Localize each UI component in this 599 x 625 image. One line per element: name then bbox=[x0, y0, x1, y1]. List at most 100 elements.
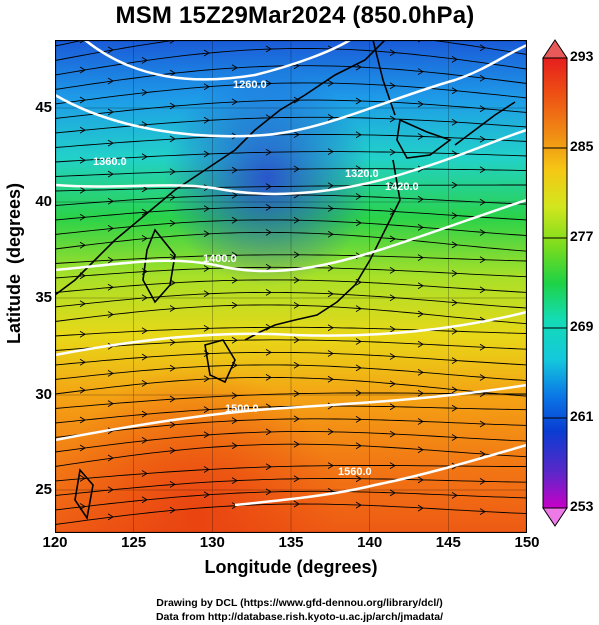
streamline-arrow bbox=[417, 446, 424, 454]
coastline-kuril-islands bbox=[454, 101, 516, 146]
streamline-arrow bbox=[451, 357, 458, 364]
streamline-arrow bbox=[389, 325, 396, 333]
streamline-arrow bbox=[231, 392, 238, 399]
streamline-arrow bbox=[327, 462, 334, 469]
streamline-arrow bbox=[479, 478, 486, 485]
streamline-arrow bbox=[79, 386, 86, 394]
streamline-arrow bbox=[451, 150, 458, 158]
streamline-arrow bbox=[265, 183, 272, 190]
streamline-arrow bbox=[417, 340, 424, 348]
streamline-arrow bbox=[417, 476, 424, 484]
streamline-arrow bbox=[169, 168, 176, 176]
streamline-arrow bbox=[293, 500, 300, 508]
streamline-arrow bbox=[293, 390, 300, 397]
streamline-arrow bbox=[417, 165, 424, 173]
streamline-arrow bbox=[389, 235, 396, 243]
streamline-arrow bbox=[231, 301, 238, 309]
streamline-arrow bbox=[107, 108, 114, 116]
streamline-arrow bbox=[141, 89, 148, 96]
streamline-arrow bbox=[355, 442, 362, 450]
streamline-arrow bbox=[479, 256, 486, 264]
streamline-arrow bbox=[451, 87, 458, 95]
streamline-arrow bbox=[265, 289, 272, 296]
streamline-arrow bbox=[389, 182, 396, 189]
streamline-arrow bbox=[169, 339, 176, 346]
x-tick-140: 140 bbox=[357, 534, 383, 551]
streamline-arrow bbox=[327, 148, 334, 155]
streamline-arrow bbox=[79, 358, 86, 366]
streamline-arrow bbox=[479, 229, 486, 236]
streamline-arrow bbox=[327, 375, 334, 383]
streamline-arrow bbox=[327, 264, 334, 272]
streamline-arrow bbox=[293, 475, 300, 483]
streamline-arrow bbox=[327, 205, 334, 212]
streamline-arrow bbox=[203, 116, 210, 124]
streamline-arrow bbox=[451, 386, 458, 394]
colorbar-tick-261: 261 bbox=[570, 408, 594, 424]
colorbar-body bbox=[542, 57, 568, 509]
contour-1500 bbox=[55, 383, 527, 442]
streamline-arrow bbox=[293, 131, 300, 138]
streamline-arrow bbox=[79, 213, 86, 221]
contour-1460 bbox=[55, 310, 527, 357]
streamline-arrow bbox=[417, 504, 424, 512]
streamline-arrow bbox=[355, 131, 362, 139]
streamline-arrow bbox=[141, 496, 148, 504]
streamline-arrow bbox=[169, 364, 176, 372]
streamline-arrow bbox=[203, 375, 210, 383]
streamline-arrow bbox=[417, 224, 424, 231]
streamline-arrow bbox=[79, 503, 86, 510]
colorbar bbox=[542, 39, 568, 527]
streamline-arrow bbox=[231, 477, 238, 484]
streamline-arrow bbox=[141, 380, 148, 387]
streamline-arrow bbox=[203, 49, 210, 57]
streamline-arrow bbox=[389, 380, 396, 388]
streamline-arrow bbox=[479, 135, 486, 143]
streamline-arrow bbox=[293, 415, 300, 423]
streamline-arrow bbox=[79, 66, 86, 74]
streamline-arrow bbox=[141, 470, 148, 477]
streamline-arrow bbox=[417, 282, 424, 290]
x-tick-150: 150 bbox=[514, 534, 540, 551]
x-tick-125: 125 bbox=[121, 534, 147, 551]
streamline-arrow bbox=[293, 165, 300, 173]
streamline-arrow bbox=[169, 194, 176, 201]
streamline-arrow bbox=[355, 193, 362, 200]
streamline-arrow bbox=[479, 74, 486, 82]
colorbar-tick-277: 277 bbox=[570, 228, 594, 244]
streamline-arrow bbox=[451, 434, 458, 441]
x-tick-130: 130 bbox=[199, 534, 225, 551]
streamline-arrow bbox=[327, 350, 334, 357]
streamline-arrow bbox=[417, 418, 424, 425]
streamline-arrow bbox=[203, 83, 210, 91]
streamline-arrow bbox=[417, 133, 424, 140]
streamline-arrow bbox=[355, 364, 362, 372]
streamline-arrow bbox=[293, 302, 300, 309]
streamline-arrow bbox=[293, 96, 300, 104]
contour-label-1360: 1360.0 bbox=[93, 156, 127, 168]
streamline-arrow bbox=[231, 191, 238, 199]
colorbar-tick-293: 293 bbox=[570, 48, 594, 64]
streamline-arrow bbox=[327, 79, 334, 87]
streamline-arrow bbox=[293, 251, 300, 259]
streamline-arrow bbox=[79, 330, 86, 338]
streamline-arrow bbox=[355, 219, 362, 227]
streamline-arrow bbox=[327, 428, 334, 436]
streamline-arrow bbox=[107, 170, 114, 178]
streamline-arrow bbox=[355, 501, 362, 509]
streamline-arrow bbox=[231, 276, 238, 284]
streamline-arrow bbox=[203, 265, 210, 272]
streamline-arrow bbox=[107, 370, 114, 377]
streamline-arrow bbox=[107, 400, 114, 407]
streamline-arrow bbox=[231, 216, 238, 224]
coastline-honshu bbox=[244, 159, 401, 341]
streamline-arrow bbox=[479, 166, 486, 174]
streamline-arrow bbox=[169, 421, 176, 429]
streamline-arrow bbox=[203, 406, 210, 413]
streamline-arrow bbox=[479, 286, 486, 294]
streamline-arrow bbox=[203, 325, 210, 332]
streamline-arrow bbox=[107, 46, 114, 54]
x-tick-145: 145 bbox=[435, 534, 461, 551]
streamline-arrow bbox=[141, 327, 148, 335]
streamline-arrow bbox=[479, 508, 486, 515]
